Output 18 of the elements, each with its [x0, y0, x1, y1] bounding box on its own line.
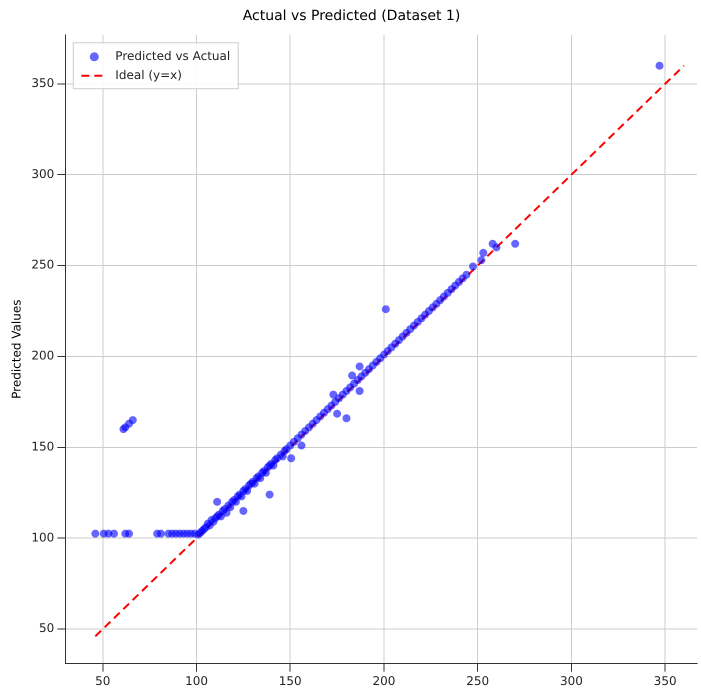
- y-tick-label: 100: [31, 530, 54, 544]
- y-tick-label: 300: [31, 166, 54, 181]
- y-tick-label: 150: [31, 439, 54, 454]
- y-tick-label: 200: [31, 348, 54, 363]
- x-tick-label: 100: [185, 674, 208, 688]
- y-tick-label: 250: [31, 258, 54, 272]
- x-tick-label: 50: [95, 674, 110, 688]
- x-tick-label: 300: [560, 674, 583, 688]
- y-tick-label: 350: [31, 76, 54, 90]
- y-tick-label: 50: [39, 621, 54, 636]
- x-tick-label: 250: [466, 674, 490, 688]
- legend-label: Ideal (y=x): [115, 68, 182, 82]
- legend-label: Predicted vs Actual: [115, 48, 230, 63]
- x-tick-label: 150: [278, 674, 302, 688]
- y-axis-title: Predicted Values: [9, 300, 24, 399]
- chart-title: Actual vs Predicted (Dataset 1): [242, 8, 460, 24]
- x-tick-label: 200: [372, 674, 396, 688]
- x-tick-label: 350: [654, 674, 677, 688]
